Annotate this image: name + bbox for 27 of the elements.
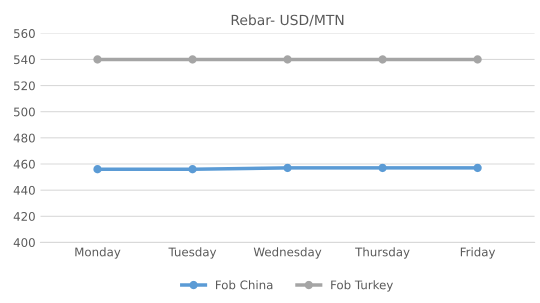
point (283, 164, 292, 172)
y-tick-label: 480 (14, 134, 35, 143)
y-tick-label: 460 (14, 160, 35, 169)
chart-title: Rebar- USD/MTN (232, 14, 344, 26)
point (473, 55, 482, 64)
point (188, 165, 197, 174)
y-tick-label: 540 (14, 55, 35, 64)
point (283, 55, 292, 64)
x-tick-label: Friday (460, 247, 496, 259)
y-tick-label: 520 (14, 81, 35, 90)
point (93, 55, 102, 64)
point (93, 165, 102, 174)
y-tick-label: 500 (14, 107, 35, 116)
y-tick-label: 560 (14, 29, 35, 38)
point (378, 164, 387, 172)
y-tick-label: 400 (14, 238, 35, 248)
legend-label: Fob China (216, 280, 272, 290)
point (473, 164, 482, 172)
x-tick-label: Wednesday (254, 247, 322, 259)
x-tick-label: Tuesday (168, 247, 216, 259)
point (378, 55, 387, 64)
point (188, 55, 197, 64)
y-tick-label: 420 (14, 212, 35, 221)
x-tick-label: Thursday (355, 247, 410, 259)
x-tick-label: Monday (75, 247, 120, 259)
y-tick-label: 440 (14, 186, 35, 195)
legend-label: Fob Turkey (331, 280, 393, 292)
